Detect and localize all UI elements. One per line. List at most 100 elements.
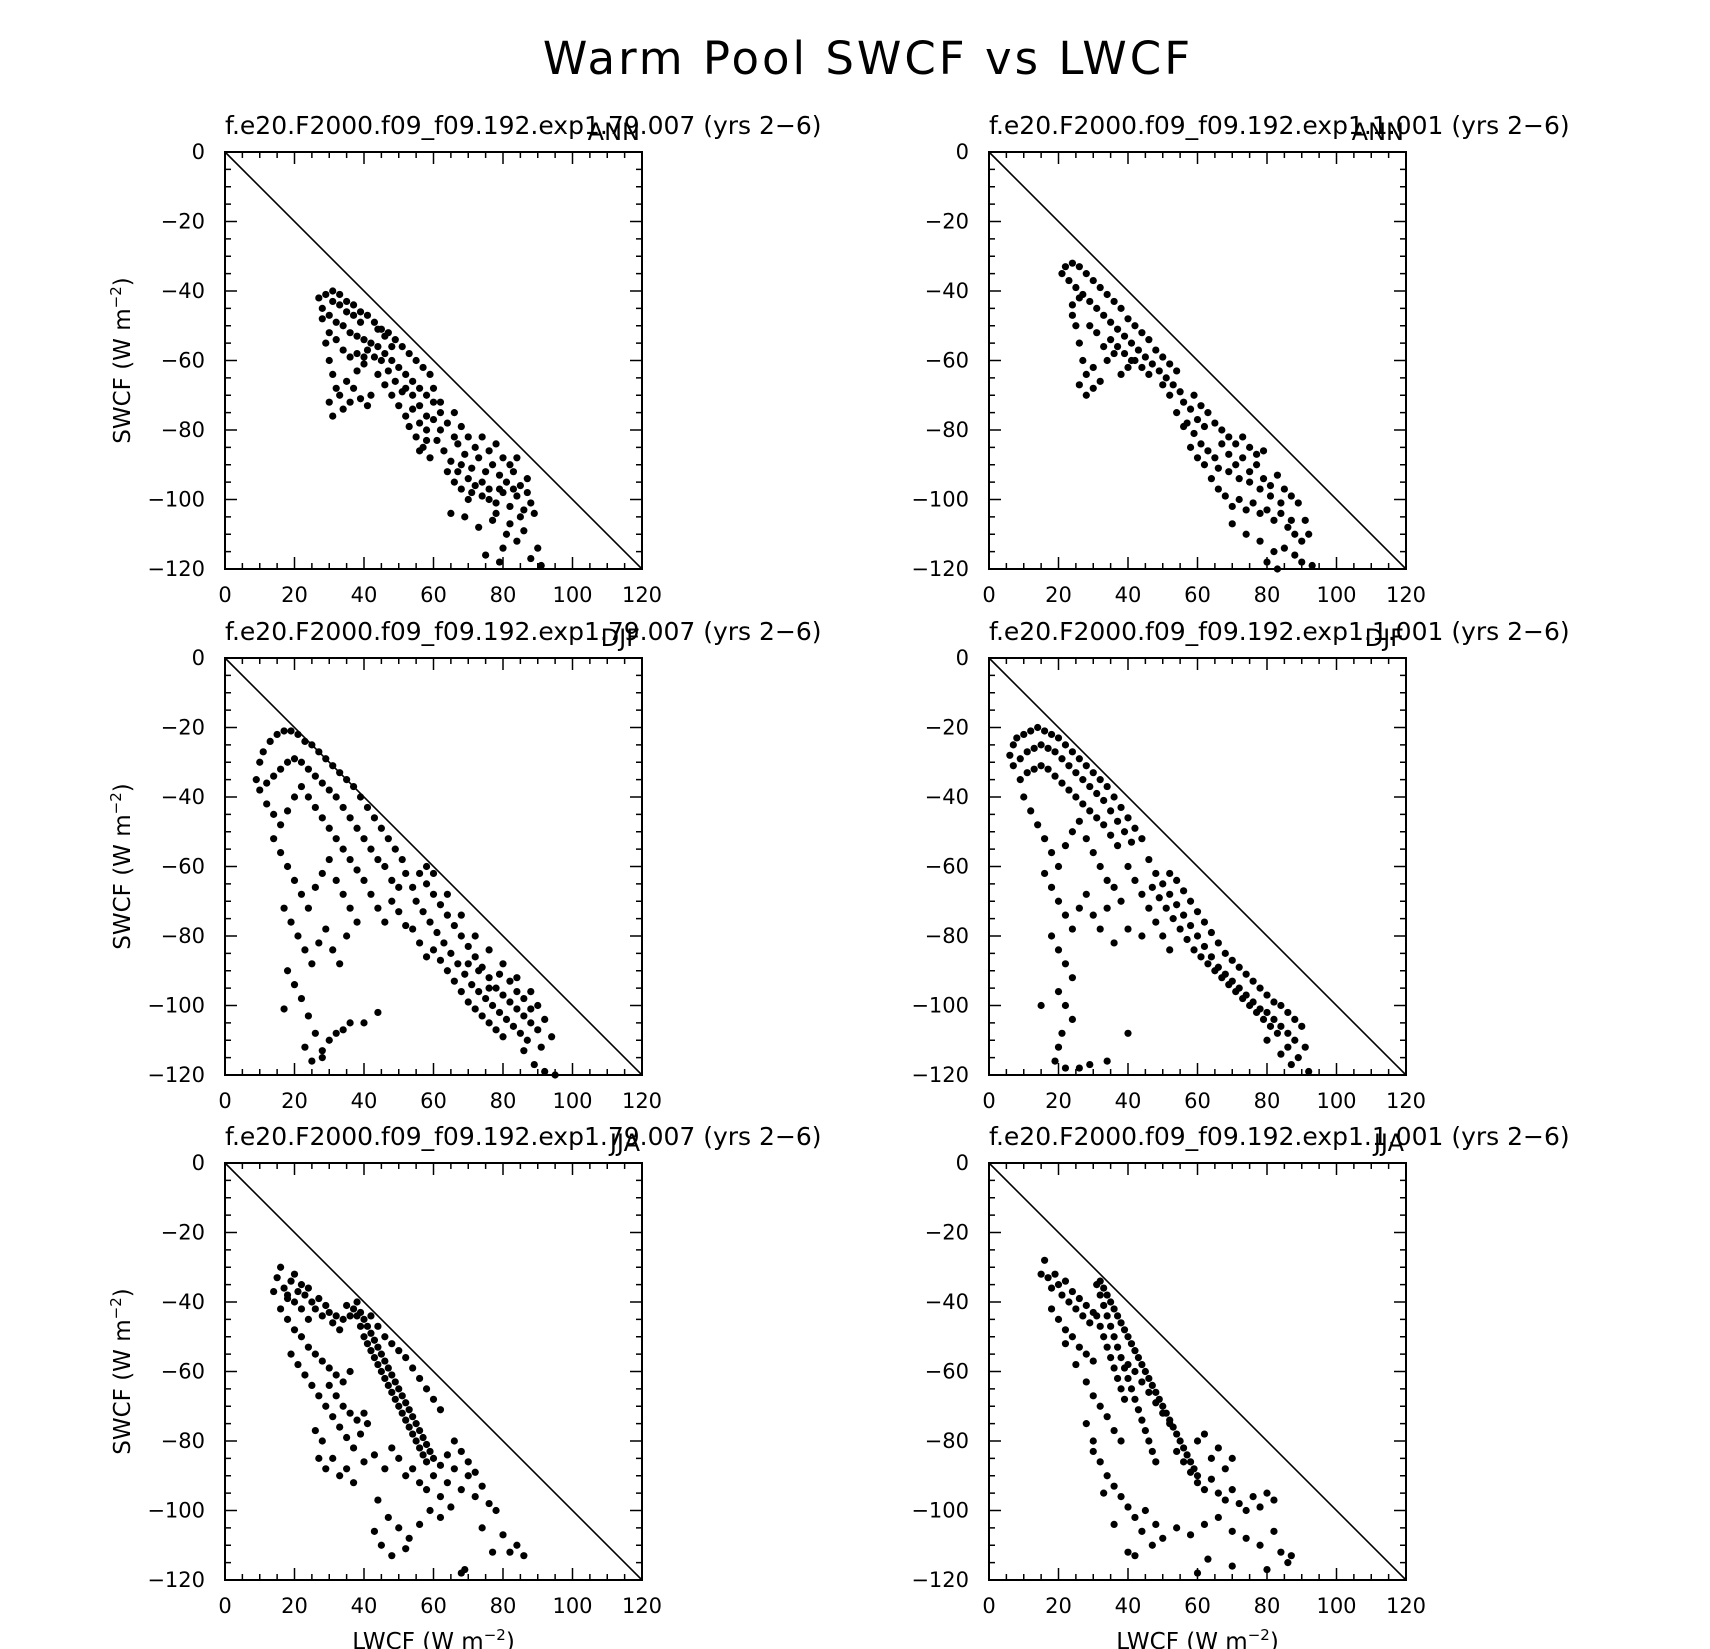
scatter-point [1190, 946, 1198, 954]
scatter-point [457, 932, 465, 940]
scatter-point [374, 1360, 382, 1369]
scatter-series [1037, 1256, 1295, 1577]
scatter-point [1207, 1454, 1215, 1462]
scatter-point [471, 482, 479, 490]
x-tick-label: 40 [1115, 583, 1142, 607]
scatter-point [349, 782, 358, 791]
scatter-point [1127, 339, 1136, 347]
scatter-point [304, 1315, 312, 1323]
scatter-point [495, 558, 504, 566]
season-label: JJA [1372, 1129, 1405, 1157]
scatter-point [402, 1354, 410, 1362]
scatter-point [332, 336, 340, 344]
scatter-point [447, 457, 455, 465]
x-tick-label: 80 [1254, 1594, 1281, 1618]
scatter-point [1072, 793, 1080, 801]
scatter-point [464, 495, 472, 504]
scatter-point [1138, 1527, 1146, 1535]
scatter-point [509, 468, 518, 476]
scatter-point [283, 807, 292, 815]
scatter-point [506, 502, 514, 511]
scatter-point [315, 1392, 323, 1400]
scatter-point [1093, 304, 1101, 312]
scatter-point [360, 1315, 368, 1323]
scatter-point [488, 461, 497, 469]
scatter-point [1051, 748, 1059, 756]
scatter-point [516, 482, 524, 490]
scatter-point [1054, 734, 1063, 742]
scatter-point [1096, 862, 1104, 871]
scatter-point [349, 1444, 358, 1452]
scatter-point [1075, 755, 1083, 763]
scatter-point [339, 346, 347, 354]
scatter-point [443, 468, 451, 476]
scatter-point [422, 1385, 431, 1393]
x-tick-label: 0 [218, 1089, 231, 1113]
scatter-point [429, 1472, 438, 1480]
scatter-point [492, 1026, 500, 1034]
scatter-point [263, 800, 271, 808]
y-axis-label: SWCF (W m−2) [107, 783, 136, 949]
scatter-point [1009, 762, 1017, 770]
scatter-point [1138, 363, 1146, 372]
scatter-point [1117, 1319, 1125, 1327]
scatter-point [1176, 1437, 1184, 1445]
x-axis-label-close: ) [1270, 1629, 1279, 1649]
scatter-point [422, 426, 431, 434]
scatter-point [1124, 1029, 1132, 1037]
scatter-point [1221, 949, 1229, 957]
scatter-point [1270, 548, 1278, 556]
main-title: Warm Pool SWCF vs LWCF [543, 32, 1193, 85]
scatter-point [346, 855, 354, 864]
scatter-point [311, 1350, 319, 1358]
scatter-point [1166, 360, 1174, 368]
scatter-point [360, 1409, 368, 1417]
scatter-point [283, 758, 292, 766]
scatter-point [412, 1420, 420, 1428]
scatter-point [1259, 447, 1268, 455]
scatter-point [1016, 776, 1024, 784]
scatter-point [1072, 1360, 1080, 1369]
scatter-point [301, 737, 309, 746]
scatter-point [349, 311, 358, 319]
scatter-point [520, 506, 528, 514]
scatter-point [436, 956, 445, 964]
scatter-point [426, 1447, 434, 1456]
scatter-point [1277, 1050, 1285, 1058]
scatter-point [1214, 464, 1222, 472]
scatter-point [513, 492, 521, 500]
scatter-point [1110, 1333, 1118, 1341]
scatter-point [1270, 1015, 1278, 1024]
scatter-point [329, 412, 337, 420]
scatter-point [367, 1329, 375, 1337]
scatter-point [1148, 1447, 1156, 1456]
y-tick-label: −60 [925, 855, 969, 879]
scatter-point [1242, 970, 1250, 978]
scatter-point [1110, 1305, 1118, 1313]
scatter-point [1221, 1496, 1229, 1504]
panel-ann-right: f.e20.F2000.f09_f09.192.exp1.1.001 (yrs … [911, 111, 1569, 607]
season-label: DJF [1365, 624, 1404, 652]
scatter-point [381, 1333, 389, 1341]
scatter-point [377, 1350, 385, 1358]
scatter-point [311, 1305, 319, 1313]
scatter-point [1207, 1475, 1215, 1483]
scatter-point [1113, 343, 1122, 351]
scatter-point [1037, 1001, 1045, 1010]
scatter-point [1200, 1430, 1209, 1438]
scatter-point [1242, 1506, 1250, 1515]
scatter-point [1061, 263, 1070, 271]
scatter-point [1103, 1472, 1111, 1480]
scatter-point [370, 318, 379, 326]
scatter-point [1131, 1552, 1139, 1560]
scatter-point [1246, 1001, 1254, 1010]
scatter-point [471, 1493, 479, 1501]
scatter-point [346, 1312, 354, 1320]
scatter-point [499, 544, 507, 552]
scatter-point [429, 890, 438, 898]
scatter-point [283, 967, 292, 975]
scatter-point [329, 287, 337, 295]
scatter-point [1030, 744, 1038, 752]
scatter-point [339, 1402, 347, 1410]
scatter-point [1086, 807, 1094, 815]
